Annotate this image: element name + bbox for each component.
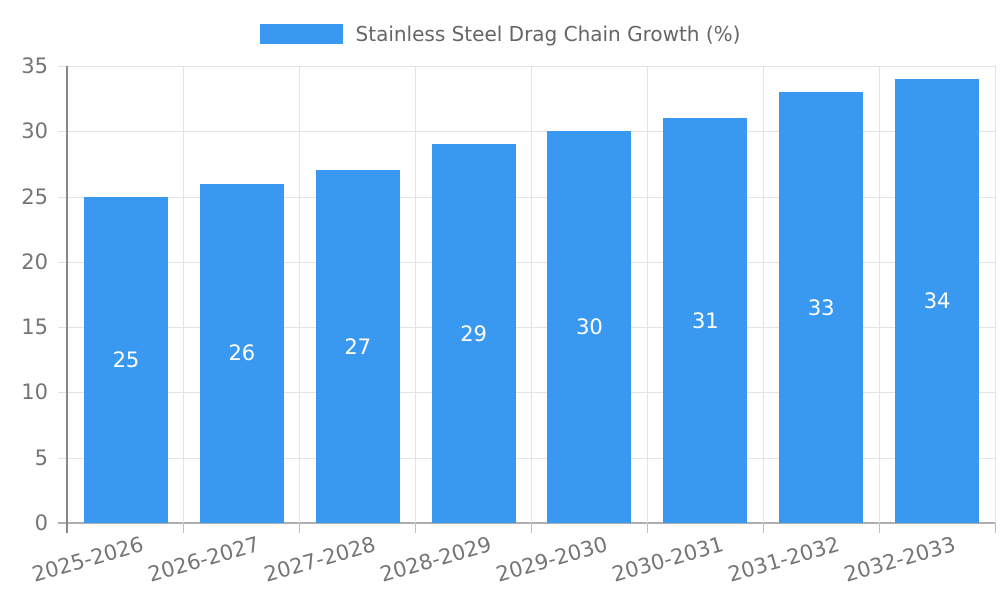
bar [895,79,980,523]
x-tick-label: 2029-2030 [493,532,611,587]
x-tick-mark [299,523,301,533]
bar-value-label: 26 [228,341,256,366]
v-gridline [762,66,764,523]
x-tick-label: 2030-2031 [609,532,726,587]
bar-value-label: 30 [576,315,603,340]
y-tick-label: 15 [21,315,48,340]
bar [779,92,864,523]
x-tick-label: 2028-2029 [377,532,495,587]
h-gridline [58,392,995,394]
y-tick-label: 35 [21,54,48,78]
x-tick-mark [878,523,880,533]
h-gridline [58,327,995,329]
bar [199,183,284,523]
bar-value-label: 25 [112,347,140,372]
legend-label: Stainless Steel Drag Chain Growth (%) [355,22,741,46]
x-tick-label: 2026-2027 [145,532,263,587]
v-gridline [183,66,185,523]
x-tick-mark [646,523,648,533]
h-gridline [58,131,995,133]
v-gridline [531,66,532,523]
bar [547,131,632,523]
legend: Stainless Steel Drag Chain Growth (%) [0,22,1000,46]
legend-swatch [259,24,343,44]
x-tick-label: 2032-2033 [841,532,958,587]
x-tick-mark [994,523,996,533]
x-tick-mark [762,523,764,533]
h-gridline [58,261,995,263]
h-gridline [58,457,995,459]
v-gridline [878,66,880,523]
bar [663,118,748,523]
y-tick-label: 0 [34,511,48,535]
h-gridline [58,66,995,67]
legend-item[interactable]: Stainless Steel Drag Chain Growth (%) [259,22,741,46]
bar-value-label: 34 [923,289,951,314]
x-tick-mark [183,523,185,533]
bar-value-label: 31 [691,308,719,333]
y-tick-label: 5 [34,445,48,470]
y-tick-label: 20 [21,249,48,274]
x-tick-mark [415,523,417,533]
y-tick-label: 25 [21,184,48,209]
y-axis-line [66,66,68,533]
bar [431,144,516,523]
v-gridline [994,66,996,523]
v-gridline [415,66,417,523]
bar [83,196,168,523]
bar [315,170,400,523]
bar-value-label: 27 [344,334,372,359]
bar-value-label: 33 [807,295,835,320]
x-tick-mark [531,523,532,533]
x-tick-label: 2027-2028 [261,532,379,587]
x-tick-label: 2025-2026 [29,532,147,587]
y-tick-label: 10 [21,380,48,405]
x-axis-line [58,522,995,524]
x-tick-label: 2031-2032 [725,532,842,587]
v-gridline [646,66,648,523]
bar-value-label: 29 [460,321,487,346]
h-gridline [58,196,995,198]
v-gridline [299,66,301,523]
y-tick-label: 30 [21,119,48,144]
